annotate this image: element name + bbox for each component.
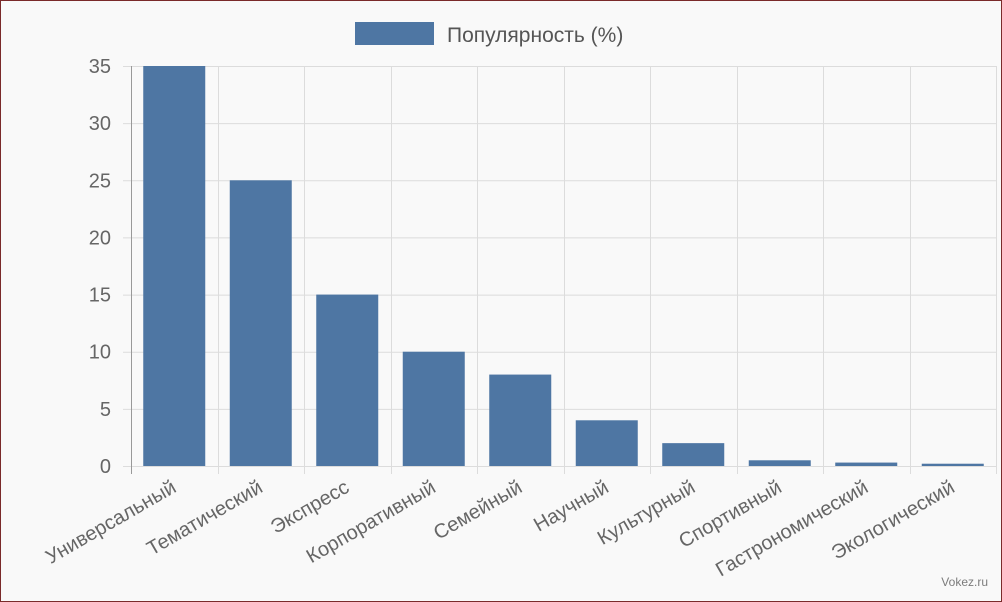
bar bbox=[662, 443, 725, 466]
bar bbox=[921, 463, 984, 466]
y-tick-label: 35 bbox=[89, 56, 111, 78]
bar bbox=[229, 180, 292, 467]
x-tick-label: Гастрономический bbox=[712, 476, 872, 581]
bar bbox=[316, 294, 379, 466]
y-tick-label: 0 bbox=[100, 456, 111, 478]
y-tick-label: 20 bbox=[89, 227, 111, 249]
legend-swatch bbox=[355, 22, 434, 45]
y-tick-label: 10 bbox=[89, 342, 111, 364]
y-tick-label: 25 bbox=[89, 170, 111, 192]
y-tick-label: 30 bbox=[89, 113, 111, 135]
y-axis-labels: 0 5 10 15 20 25 30 35 bbox=[89, 56, 111, 478]
legend-label: Популярность (%) bbox=[447, 24, 623, 47]
bar bbox=[748, 460, 811, 466]
bar bbox=[143, 66, 206, 466]
legend: Популярность (%) bbox=[355, 22, 623, 47]
bar bbox=[835, 462, 898, 466]
bars bbox=[143, 66, 984, 467]
y-tick-label: 15 bbox=[89, 285, 111, 307]
watermark: Vokez.ru bbox=[941, 575, 988, 589]
bar bbox=[489, 374, 552, 466]
y-tick-label: 5 bbox=[100, 399, 111, 421]
x-tick-label: Семейный bbox=[430, 476, 526, 544]
bar bbox=[402, 351, 465, 466]
bar bbox=[575, 420, 638, 466]
